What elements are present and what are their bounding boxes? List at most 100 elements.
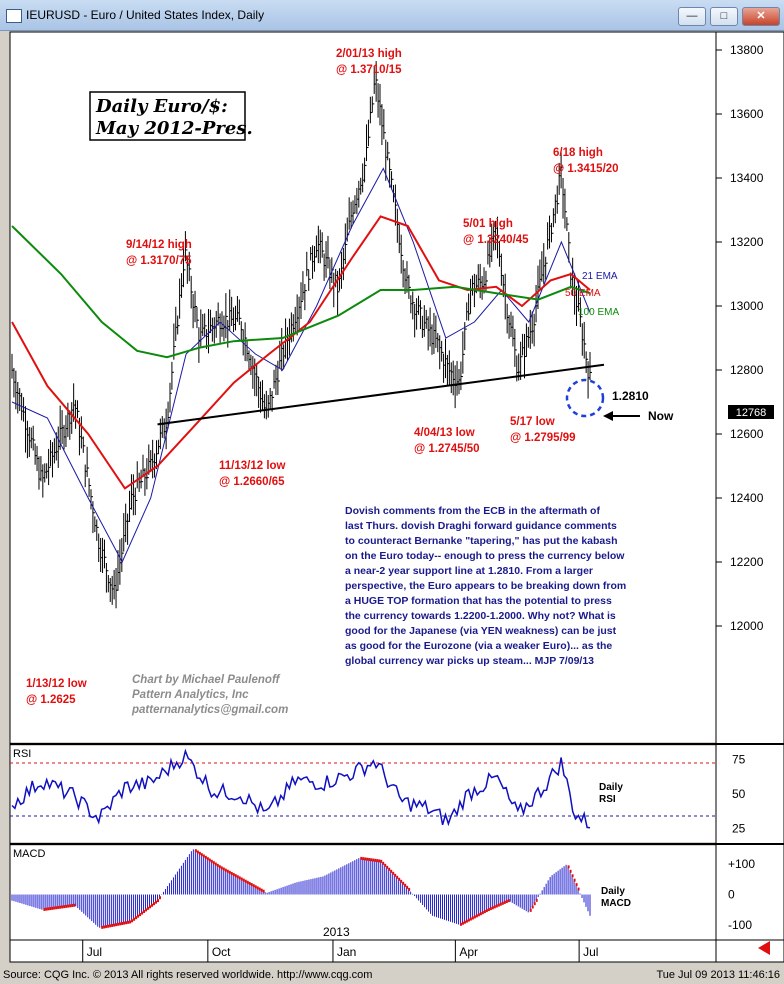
maximize-button[interactable]: □ bbox=[710, 7, 738, 26]
macd-signal-mark bbox=[392, 871, 395, 875]
annotation-line: @ 1.2660/65 bbox=[219, 476, 285, 488]
macd-signal-mark bbox=[61, 905, 64, 909]
macd-signal-mark bbox=[575, 883, 578, 887]
macd-signal-mark bbox=[250, 883, 253, 887]
date-tick-label: Jul bbox=[87, 945, 102, 959]
commentary-line: perspective, the Euro appears to be brea… bbox=[345, 580, 626, 592]
macd-signal-mark bbox=[571, 874, 574, 878]
macd-signal-mark bbox=[198, 851, 201, 855]
macd-signal-mark bbox=[569, 869, 572, 873]
macd-signal-mark bbox=[469, 917, 472, 921]
price-tick-label: 12600 bbox=[730, 427, 764, 441]
ema50-label: 50 EMA bbox=[565, 288, 601, 299]
macd-signal-mark bbox=[372, 858, 375, 862]
rsi-panel-label: RSI bbox=[13, 748, 31, 760]
macd-signal-mark bbox=[55, 906, 58, 910]
macd-signal-mark bbox=[234, 874, 237, 878]
macd-signal-mark bbox=[495, 904, 498, 908]
macd-signal-mark bbox=[573, 878, 576, 882]
commentary-line: to counteract Bernanke "tapering," has p… bbox=[345, 535, 618, 547]
macd-signal-mark bbox=[224, 868, 227, 872]
breakdown-circle bbox=[565, 378, 605, 418]
macd-signal-mark bbox=[141, 911, 144, 915]
macd-signal-mark bbox=[242, 878, 245, 882]
macd-signal-mark bbox=[246, 880, 249, 884]
macd-tick-label: -100 bbox=[728, 918, 752, 932]
commentary-text: Dovish comments from the ECB in the afte… bbox=[345, 505, 626, 667]
macd-signal-mark bbox=[218, 865, 221, 869]
macd-signal-mark bbox=[475, 914, 478, 918]
close-button[interactable]: ✕ bbox=[742, 7, 780, 26]
chart-subtitle: May 2012-Pres. bbox=[95, 118, 253, 139]
rsi-side-label: Daily bbox=[599, 782, 623, 793]
macd-signal-mark bbox=[156, 899, 159, 903]
chart-window-icon bbox=[6, 9, 22, 23]
macd-signal-mark bbox=[107, 924, 110, 928]
macd-signal-mark bbox=[204, 855, 207, 859]
macd-signal-mark bbox=[109, 924, 112, 928]
macd-signal-mark bbox=[477, 913, 480, 917]
macd-signal-mark bbox=[503, 900, 506, 904]
annotation-line: 9/14/12 high bbox=[126, 239, 192, 251]
macd-signal-mark bbox=[133, 917, 136, 921]
macd-signal-mark bbox=[577, 887, 580, 891]
macd-signal-mark bbox=[374, 858, 377, 862]
macd-signal-mark bbox=[497, 903, 500, 907]
macd-signal-mark bbox=[105, 925, 108, 929]
date-tick-label: Jan bbox=[337, 945, 356, 959]
rsi-tick-label: 50 bbox=[732, 787, 746, 801]
minimize-button[interactable]: — bbox=[678, 7, 706, 26]
macd-signal-mark bbox=[483, 910, 486, 914]
macd-signal-mark bbox=[362, 857, 365, 861]
macd-signal-mark bbox=[479, 912, 482, 916]
rsi-panel bbox=[10, 746, 716, 842]
annotation-line: @ 1.2625 bbox=[26, 694, 76, 706]
macd-panel-label: MACD bbox=[13, 848, 45, 860]
date-axis: Jul Oct Jan Apr Jul 2013 bbox=[82, 925, 598, 962]
scroll-left-icon[interactable] bbox=[758, 941, 770, 955]
source-text: Source: CQG Inc. © 2013 All rights reser… bbox=[3, 969, 373, 981]
annotation-line: @ 1.3710/15 bbox=[336, 64, 402, 76]
annotation-line: @ 1.3415/20 bbox=[553, 163, 619, 175]
last-price-tag bbox=[728, 405, 774, 419]
annotation-line: 4/04/13 low bbox=[414, 427, 475, 439]
date-tick-label: Jul bbox=[583, 945, 598, 959]
now-arrow-icon bbox=[603, 411, 613, 421]
commentary-line: good for the Japanese (via YEN weakness)… bbox=[345, 625, 617, 637]
macd-signal-mark bbox=[212, 861, 215, 865]
macd-signal-mark bbox=[408, 887, 411, 891]
macd-signal-mark bbox=[210, 859, 213, 863]
annotation-line: 5/17 low bbox=[510, 416, 555, 428]
macd-signal-mark bbox=[129, 920, 132, 924]
macd-signal-mark bbox=[222, 867, 225, 871]
macd-tick-label: +100 bbox=[728, 857, 755, 871]
macd-signal-mark bbox=[113, 923, 116, 927]
value-axis-panel bbox=[716, 32, 784, 962]
macd-signal-mark bbox=[489, 907, 492, 911]
macd-signal-mark bbox=[388, 867, 391, 871]
macd-signal-mark bbox=[194, 849, 197, 853]
macd-signal-mark bbox=[531, 905, 534, 909]
macd-side-label: MACD bbox=[601, 898, 631, 909]
macd-signal-mark bbox=[53, 906, 56, 910]
annotation-line: @ 1.3240/45 bbox=[463, 234, 529, 246]
macd-signal-mark bbox=[145, 908, 148, 912]
macd-signal-mark bbox=[228, 870, 231, 874]
date-axis-panel bbox=[10, 940, 716, 962]
macd-signal-mark bbox=[262, 889, 265, 893]
macd-signal-mark bbox=[499, 902, 502, 906]
price-tick-label: 12400 bbox=[730, 491, 764, 505]
macd-signal-mark bbox=[382, 861, 385, 865]
window-title: IEURUSD - Euro / United States Index, Da… bbox=[26, 8, 265, 22]
macd-signal-mark bbox=[465, 919, 468, 923]
macd-signal-mark bbox=[115, 923, 118, 927]
ema100-label: 100 EMA bbox=[578, 307, 619, 318]
commentary-line: as good for the Eurozone (via a weaker E… bbox=[345, 640, 612, 652]
macd-signal-mark bbox=[380, 859, 383, 863]
macd-signal-mark bbox=[404, 883, 407, 887]
chart-canvas: 13800 13600 13400 13200 13000 12800 12600 12400… bbox=[9, 31, 784, 963]
macd-signal-mark bbox=[390, 869, 393, 873]
title-box bbox=[89, 91, 246, 141]
macd-signal-mark bbox=[111, 923, 114, 927]
macd-signal-mark bbox=[471, 916, 474, 920]
